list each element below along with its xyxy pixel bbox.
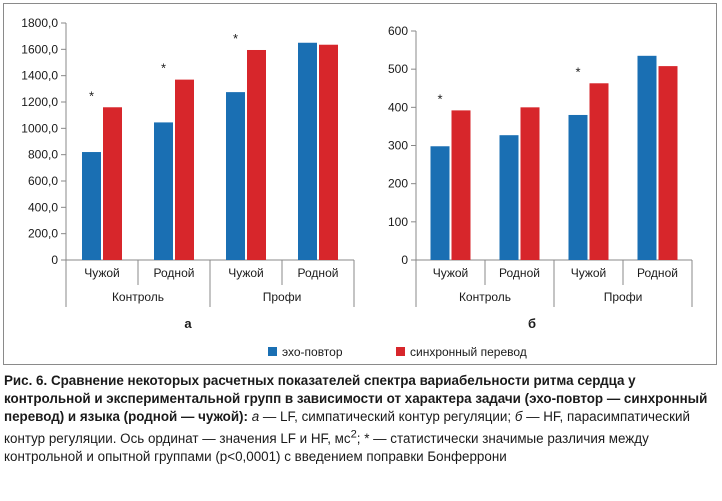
- panel-a-significance-mark: *: [89, 88, 94, 103]
- panel-b-y-tick-label: 200: [388, 177, 408, 191]
- panel-b-bar-sync: [451, 110, 471, 261]
- panel-a-y-tick-label: 600,0: [28, 174, 58, 188]
- panel-b-category-label: Родной: [499, 266, 540, 280]
- panel-b-significance-mark: *: [437, 91, 442, 106]
- panel-b-group-label: Профи: [604, 290, 643, 304]
- panel-b-bar-echo: [637, 55, 657, 260]
- panel-a-bar-sync: [175, 79, 194, 260]
- panel-a-category-label: Родной: [298, 266, 339, 280]
- panel-b-y-tick-label: 100: [388, 215, 408, 229]
- panel-a-y-tick-label: 1800,0: [21, 16, 58, 30]
- panel-a-significance-mark: *: [161, 61, 166, 76]
- panel-b-bar-sync: [520, 107, 540, 260]
- legend-swatch: [396, 347, 405, 356]
- panel-a-bar-echo: [82, 152, 101, 260]
- panel-b-category-label: Чужой: [571, 266, 607, 280]
- panel-b-group-label: Контроль: [459, 290, 511, 304]
- panel-b-y-tick-label: 400: [388, 100, 408, 114]
- panel-a-bar-echo: [226, 92, 245, 260]
- panel-a-y-tick-label: 1000,0: [21, 121, 58, 135]
- panel-b-y-tick-label: 300: [388, 139, 408, 153]
- caption-body: а — LF, симпатический контур регуляции; …: [4, 409, 690, 464]
- panel-b-bar-echo: [568, 114, 588, 260]
- panel-a-bar-echo: [298, 42, 317, 260]
- panel-a-panel-label: а: [184, 316, 192, 331]
- legend-label: эхо-повтор: [282, 345, 343, 359]
- panel-a-category-label: Чужой: [228, 266, 264, 280]
- caption-superscript: 2: [350, 429, 357, 441]
- panel-a-y-tick-label: 1400,0: [21, 69, 58, 83]
- figure-frame: 0 200,0 400,0 600,0 800,0 1000,0 1200,0 1400,0 1…: [3, 3, 717, 365]
- panel-b-bar-echo: [499, 135, 519, 260]
- caption-title: Рис. 6. Сравнение некоторых расчетных по…: [4, 373, 708, 424]
- panel-a-y-tick-label: 1200,0: [21, 95, 58, 109]
- panel-b-bar-sync: [658, 66, 678, 260]
- legend-label: синхронный перевод: [410, 345, 527, 359]
- panel-a-y-tick-label: 1600,0: [21, 42, 58, 56]
- panel-a-category-label: Чужой: [84, 266, 120, 280]
- panel-b-y-tick-label: 0: [401, 253, 408, 267]
- panel-a-category-label: Родной: [154, 266, 195, 280]
- panel-a-group-label: Контроль: [112, 290, 164, 304]
- legend-swatch: [268, 347, 277, 356]
- panel-b-bar-sync: [589, 83, 609, 260]
- caption-text-a: — LF, симпатический контур регуляции;: [259, 409, 515, 424]
- chart-area: 0 200,0 400,0 600,0 800,0 1000,0 1200,0 1400,0 1…: [21, 16, 693, 359]
- panel-a-y-tick-label: 400,0: [28, 200, 58, 214]
- caption-letter-b: б: [514, 409, 523, 424]
- panel-b-significance-mark: *: [575, 64, 580, 79]
- caption-text-b: — HF, парасимпатический контур регуляции…: [4, 409, 690, 447]
- caption-letter-a: а: [251, 409, 260, 424]
- panel-a-bar-sync: [319, 44, 338, 260]
- panel-a-y-tick-label: 0: [51, 253, 58, 267]
- panel-a-y-tick-label: 200,0: [28, 227, 58, 241]
- panel-a-group-label: Профи: [263, 290, 302, 304]
- panel-a-y-tick-label: 800,0: [28, 148, 58, 162]
- panel-a-significance-mark: *: [233, 31, 238, 46]
- figure-caption: Рис. 6. Сравнение некоторых расчетных по…: [4, 372, 718, 466]
- panel-b-y-tick-label: 500: [388, 62, 408, 76]
- panel-b-panel-label: б: [528, 316, 536, 331]
- panel-a-bar-echo: [154, 122, 173, 261]
- panel-b-bar-echo: [430, 146, 450, 260]
- panel-b-y-tick-label: 600: [388, 24, 408, 38]
- panel-b-category-label: Чужой: [433, 266, 469, 280]
- caption-text-end: ; * — статистически значимые различия ме…: [4, 431, 649, 465]
- panel-a-bar-sync: [247, 49, 266, 260]
- panel-a-bar-sync: [103, 107, 122, 261]
- panel-b-category-label: Родной: [637, 266, 678, 280]
